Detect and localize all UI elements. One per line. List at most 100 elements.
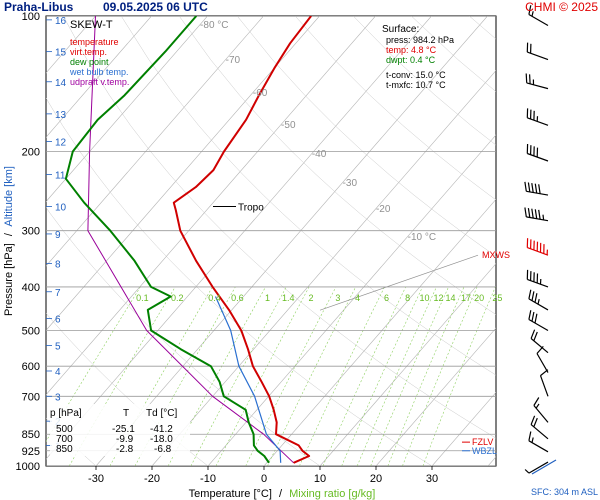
level-table: p [hPa] T Td [°C] 500 -25.1 -41.2 700 -9…: [50, 404, 190, 456]
wind-barb-half-flag: [535, 403, 540, 409]
mixing-ratio-label: 17: [461, 293, 471, 303]
wind-barb-staff: [528, 440, 549, 453]
wind-barb: [525, 73, 549, 90]
pressure-tick-label: 200: [22, 146, 40, 158]
wind-barb-flag: [528, 5, 532, 15]
altitude-tick-label: 4: [55, 367, 61, 378]
isotherm-line: [544, 16, 600, 466]
altitude-tick-label: 10: [55, 202, 67, 213]
temperature-profile-line: [172, 16, 312, 464]
wind-barb-staff: [530, 424, 549, 440]
mxws-leader-line: [319, 254, 479, 311]
isotherm-value-label: -80 °C: [200, 20, 228, 31]
table-row-t: -9.9: [116, 434, 134, 445]
pressure-tick-label: 700: [22, 391, 40, 403]
wind-barb-staff: [526, 82, 549, 90]
x-axis-label-temperature: Temperature [°C]: [189, 488, 272, 500]
wind-barb-half-flag: [531, 11, 534, 17]
wind-barb-staff: [527, 152, 549, 162]
table-row-td: -18.0: [150, 434, 173, 445]
dry-adiabat-line: [178, 16, 496, 315]
surface-elevation-label: SFC: 304 m ASL: [531, 487, 598, 497]
y-axis-title: Pressure [hPa] / Altitude [km]: [3, 166, 15, 316]
temperature-tick-label: 30: [426, 473, 438, 485]
svg-text:Pressure [hPa] / A: Pressure [hPa] / Altitude [km]: [3, 166, 15, 316]
mixing-ratio-label: 8: [405, 293, 410, 303]
surface-title: Surface:: [382, 24, 419, 35]
x-axis-title: Temperature [°C] / Mixing ratio [g/kg]: [189, 488, 376, 500]
wind-barb-flag: [529, 74, 531, 84]
wind-barb-staff: [533, 405, 549, 423]
mixing-ratio-label: 0.2: [171, 293, 184, 303]
isotherm-line: [46, 16, 432, 460]
isotherm-line: [46, 16, 152, 138]
isotherm-line: [95, 16, 488, 466]
altitude-tick-label: 9: [55, 230, 61, 241]
fzlv-label: FZLV: [472, 437, 493, 447]
wind-barb-flag: [528, 431, 532, 441]
temperature-tick-label: 10: [314, 473, 326, 485]
isotherm-value-label: -70: [226, 55, 241, 66]
isotherm-line: [319, 263, 496, 466]
surface-wind-line: [531, 459, 557, 475]
wind-barb-column: [524, 5, 557, 475]
wind-barb-flag: [530, 415, 536, 425]
isotherm-value-label: -50: [281, 120, 296, 131]
table-header-td: Td [°C]: [146, 408, 177, 419]
isotherm-line: [151, 70, 496, 466]
wind-barb-flag: [531, 183, 534, 193]
legend-item-dew-point: dew point: [70, 57, 109, 67]
altitude-tick-label: 14: [55, 78, 67, 89]
wind-barb-staff: [526, 190, 549, 196]
isotherm-line: [207, 134, 496, 466]
sounding-datetime: 09.05.2025 06 UTC: [103, 0, 208, 14]
wind-barb: [536, 346, 549, 373]
y-axis-label-pressure: Pressure [hPa]: [3, 243, 15, 316]
pressure-tick-label: 300: [22, 226, 40, 238]
wind-barb: [526, 42, 549, 61]
wind-barb-half-flag: [531, 437, 534, 443]
dry-adiabat-line: [295, 16, 496, 201]
pressure-tick-label: 100: [22, 11, 40, 23]
x-axis-label-sep: /: [279, 488, 283, 500]
wind-barb: [530, 329, 549, 354]
mixing-ratio-label: 0.4: [208, 293, 221, 303]
table-row-td: -6.8: [154, 444, 172, 455]
wind-barb-flag: [536, 346, 544, 354]
wind-barb-flag: [524, 181, 527, 192]
wind-barb-half-flag: [524, 469, 530, 474]
wind-barb-flag: [531, 291, 535, 301]
dry-adiabat-line: [46, 207, 321, 466]
surface-temperature: temp: 4.8 °C: [386, 45, 437, 55]
wind-barb-flag: [534, 313, 538, 324]
surface-pressure: press: 984.2 hPa: [386, 35, 454, 45]
pressure-tick-label: 400: [22, 282, 40, 294]
table-row-pressure: 500: [56, 424, 73, 435]
mixing-ratio-label: 12: [434, 293, 444, 303]
temperature-tick-label: 0: [261, 473, 267, 485]
mixing-ratio-label: 3: [335, 293, 340, 303]
altitude-tick-label: 11: [55, 170, 66, 181]
mixing-ratio-label: 1: [265, 293, 270, 303]
wind-barb-staff: [536, 353, 549, 373]
isotherm-line: [263, 198, 496, 466]
wind-barb-half-flag: [542, 214, 545, 220]
wind-barb-flag: [540, 369, 549, 377]
isotherm-line: [46, 16, 376, 396]
wind-barb-flag: [533, 417, 538, 428]
dewpoint-profile-line: [64, 16, 270, 464]
wind-barb-flag: [538, 209, 541, 220]
mixing-ratio-label: 0.1: [136, 293, 149, 303]
isotherm-line: [46, 16, 208, 203]
surface-t-mxfc: t-mxfc: 10.7 °C: [386, 80, 446, 90]
isotherm-value-label: -30: [343, 178, 358, 189]
isotherm-line: [375, 327, 496, 466]
wind-barb-flag: [538, 184, 541, 194]
mixing-ratio-line: [190, 286, 287, 466]
altitude-tick-label: 7: [55, 288, 61, 299]
legend-item-virt-temp: virt.temp.: [70, 47, 107, 57]
wind-barb-staff: [527, 278, 549, 288]
wind-barb-staff: [528, 298, 549, 311]
wind-barb: [524, 461, 549, 474]
